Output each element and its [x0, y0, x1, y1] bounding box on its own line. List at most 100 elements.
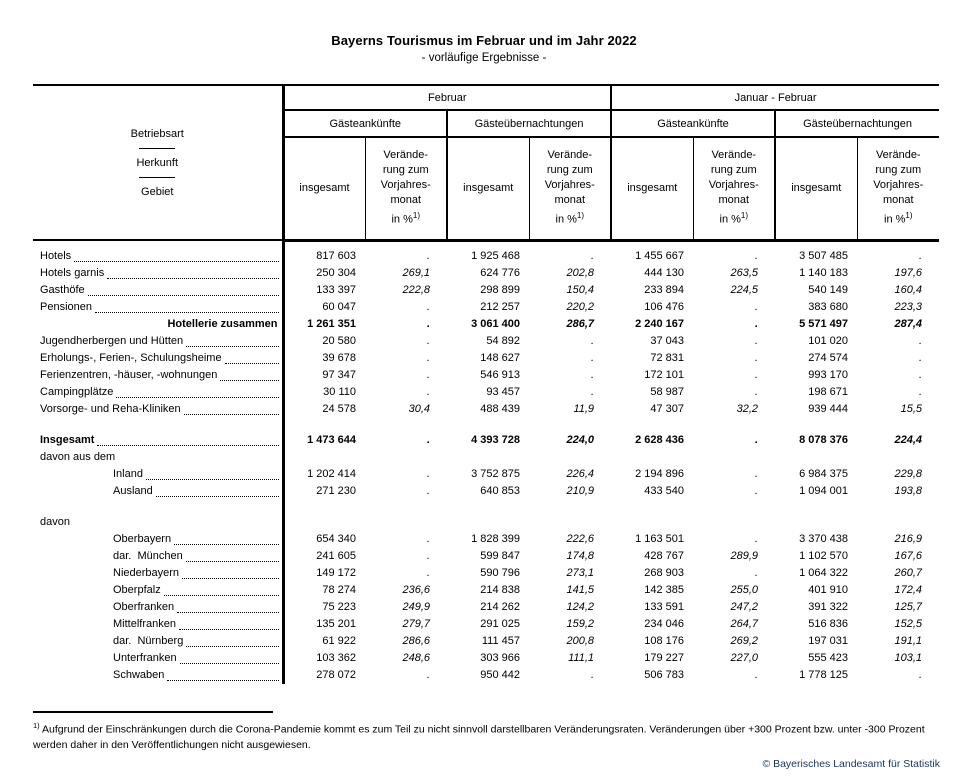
change-value: . — [590, 352, 595, 364]
change-value: . — [754, 669, 759, 681]
subgroup-header-uebernachtungen-feb: Gästeübernachtungen — [445, 110, 612, 138]
spacer-cell — [33, 418, 285, 432]
total-value: 58 987 — [650, 386, 685, 398]
row-label: Hotels — [40, 250, 72, 262]
change-value: 223,3 — [894, 301, 923, 313]
change-value: 263,5 — [730, 267, 759, 279]
change-value — [693, 449, 775, 466]
change-header-line: Vorjahres- — [708, 179, 759, 192]
change-value: 111,1 — [568, 652, 595, 664]
row-label-cell: davon — [33, 514, 285, 531]
change-value — [365, 449, 447, 466]
spacer-cell — [283, 418, 939, 432]
row-label-cell: Pensionen — [33, 299, 285, 316]
column-header-insgesamt: insgesamt — [774, 137, 858, 242]
total-value: 1 094 001 — [799, 485, 849, 497]
row-label-cell: Hotels — [33, 248, 285, 265]
table-row: Gasthöfe 133 397 222,8 298 899 150,4 233 894 2… — [33, 282, 939, 299]
total-value: 939 444 — [808, 403, 849, 415]
change-value: . — [426, 550, 430, 562]
change-value: . — [754, 318, 759, 330]
dot-leader — [186, 346, 279, 347]
row-label-cell: Oberpfalz — [33, 582, 285, 599]
row-label: Ferienzentren, -häuser, -wohnungen — [40, 369, 218, 381]
table-header: Betriebsart Herkunft Gebiet Februar Janu… — [33, 84, 940, 242]
row-label: davon — [40, 516, 70, 528]
measure-group-header-row: Gästeankünfte Gästeübernachtungen Gästea… — [33, 110, 940, 138]
total-value: 1 778 125 — [799, 669, 849, 681]
change-value: 15,5 — [900, 403, 923, 415]
row-label: Schwaben — [113, 669, 165, 681]
row-label: Oberbayern — [113, 533, 172, 545]
total-value — [775, 514, 857, 531]
row-label: dar. Nürnberg — [113, 635, 184, 647]
total-value: 250 304 — [316, 267, 356, 279]
row-label-cell: Erholungs-, Ferien-, Schulungsheime — [33, 350, 285, 367]
change-value — [365, 514, 447, 531]
dot-leader — [167, 680, 279, 681]
change-value: 32,2 — [736, 403, 759, 415]
change-value: . — [918, 386, 923, 398]
total-value: 142 385 — [644, 584, 685, 596]
change-header-line: Verände- — [547, 149, 593, 162]
total-value: 39 678 — [322, 352, 356, 364]
total-value: 30 110 — [323, 386, 356, 398]
total-value: 5 571 497 — [799, 318, 849, 330]
total-value: 149 172 — [316, 567, 356, 579]
total-value: 20 580 — [322, 335, 356, 347]
change-value: . — [426, 468, 430, 480]
table-row: Hotels garnis 250 304 269,1 624 776 202,8 444… — [33, 265, 939, 282]
change-header-line: in %1) — [391, 211, 421, 227]
dot-leader — [178, 629, 279, 630]
change-value: 227,0 — [730, 652, 759, 664]
subgroup-header-ankuenfte-janfeb: Gästeankünfte — [610, 110, 776, 138]
total-value: 590 796 — [480, 567, 520, 579]
total-value: 78 274 — [322, 584, 356, 596]
dot-leader — [220, 380, 279, 381]
change-value: . — [754, 335, 759, 347]
total-value: 540 149 — [808, 284, 849, 296]
table-row: Hotellerie zusammen 1 261 351. 3 061 400 28… — [33, 316, 939, 333]
page-title: Bayerns Tourismus im Februar und im Jahr… — [331, 33, 637, 48]
total-value: 2 240 167 — [635, 318, 685, 330]
total-value: 60 047 — [322, 301, 356, 313]
change-value: 172,4 — [894, 584, 923, 596]
change-value: . — [918, 335, 923, 347]
total-value: 291 025 — [480, 618, 520, 630]
row-label-cell: Jugendherbergen und Hütten — [33, 333, 285, 350]
total-value: 546 913 — [480, 369, 520, 381]
total-value: 1 163 501 — [635, 533, 685, 545]
group-header-februar: Februar — [283, 84, 612, 111]
row-label-cell: Inland — [33, 466, 285, 483]
change-value: . — [754, 485, 759, 497]
row-label: Inland — [113, 468, 143, 480]
change-value: 224,0 — [566, 434, 595, 446]
total-value: 24 578 — [322, 403, 356, 415]
spacer-row — [33, 500, 939, 514]
total-value: 233 894 — [644, 284, 685, 296]
change-header-line: Vorjahres- — [873, 179, 924, 192]
total-value: 401 910 — [808, 584, 849, 596]
total-value: 212 257 — [480, 301, 520, 313]
row-label: Pensionen — [40, 301, 92, 313]
total-value: 93 457 — [486, 386, 520, 398]
change-header-line: Verände- — [383, 149, 429, 162]
column-header-veraenderung: Verände- rung zum Vorjahres- monat in %1… — [856, 137, 940, 242]
row-label-cell: Insgesamt — [33, 432, 285, 449]
total-value: 172 101 — [644, 369, 685, 381]
change-value: 141,5 — [566, 584, 595, 596]
total-value: 444 130 — [644, 267, 685, 279]
title-block: Bayerns Tourismus im Februar und im Jahr… — [0, 0, 968, 64]
change-value: 11,9 — [573, 403, 595, 415]
change-value: . — [426, 335, 430, 347]
statistics-table: Betriebsart Herkunft Gebiet Februar Janu… — [33, 84, 940, 684]
change-value: . — [426, 567, 430, 579]
change-value: 264,7 — [730, 618, 759, 630]
change-value: . — [754, 386, 759, 398]
change-header-line: rung zum — [875, 164, 922, 177]
table-row: dar. München 241 605. 599 847 174,8 428 767 2… — [33, 548, 939, 565]
dot-leader — [163, 595, 279, 596]
change-value: . — [918, 669, 923, 681]
change-header-line: monat — [554, 194, 586, 207]
